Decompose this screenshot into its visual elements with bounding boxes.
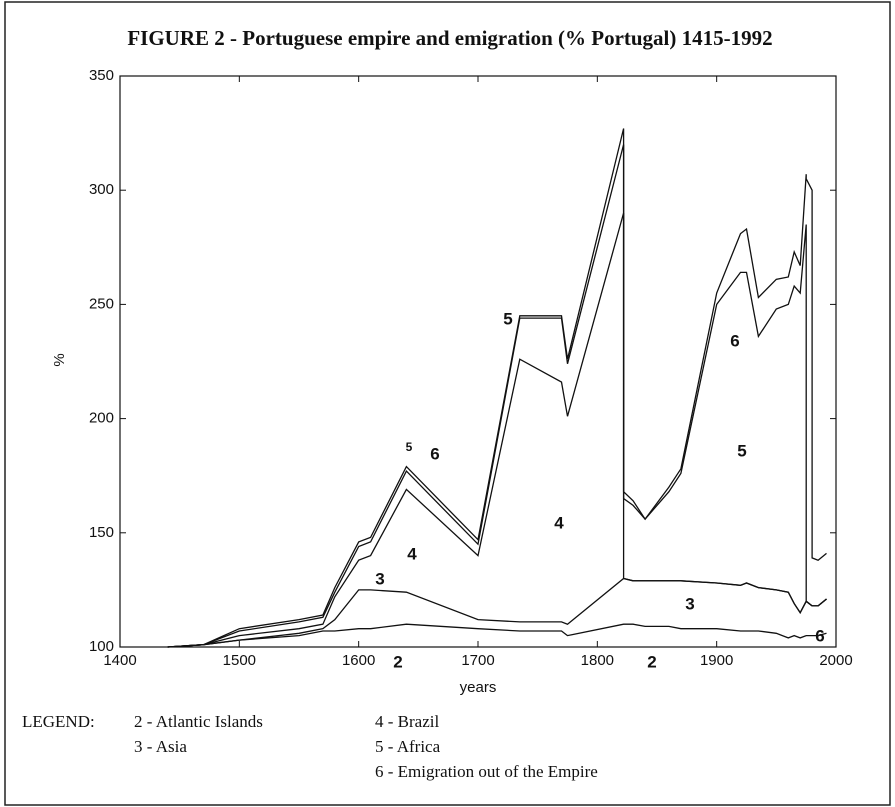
annotation: 3 <box>685 594 694 613</box>
legend-entry: 4 - Brazil <box>375 712 439 731</box>
y-tick-label: 350 <box>89 67 114 84</box>
x-tick-label: 2000 <box>819 652 852 669</box>
legend-entry: 3 - Asia <box>134 737 187 756</box>
annotation: 6 <box>430 444 439 463</box>
legend-entry: 2 - Atlantic Islands <box>134 712 263 731</box>
annotation: 5 <box>503 309 512 328</box>
plot-area <box>119 75 837 648</box>
annotation: 5 <box>406 440 413 454</box>
x-tick-label: 1400 <box>103 652 136 669</box>
annotation: 6 <box>815 626 824 645</box>
frame <box>4 1 891 806</box>
y-tick-label: 250 <box>89 295 114 312</box>
legend-entry: 5 - Africa <box>375 737 441 756</box>
series-line <box>167 577 827 648</box>
annotation: 5 <box>737 441 746 460</box>
x-tick-label: 1700 <box>461 652 494 669</box>
y-tick-label: 200 <box>89 410 114 427</box>
series-line <box>167 128 827 648</box>
annotation: 4 <box>554 513 564 532</box>
y-tick-label: 100 <box>89 638 114 655</box>
annotation: 4 <box>407 544 417 563</box>
x-tick-label: 1800 <box>581 652 614 669</box>
x-tick-label: 1900 <box>700 652 733 669</box>
annotation: 6 <box>730 331 739 350</box>
series-line <box>167 212 827 648</box>
annotation: 2 <box>393 652 402 671</box>
x-tick-label: 1500 <box>223 652 256 669</box>
chart-title: FIGURE 2 - Portuguese empire and emigrat… <box>127 26 772 50</box>
legend-entry: 6 - Emigration out of the Empire <box>375 762 598 781</box>
annotation: 3 <box>375 569 384 588</box>
x-axis-label: years <box>460 679 497 696</box>
legend-title: LEGEND: <box>22 712 95 731</box>
y-tick-label: 150 <box>89 524 114 541</box>
y-axis-label: % <box>51 353 68 366</box>
series-line <box>167 144 827 648</box>
y-tick-label: 300 <box>89 181 114 198</box>
series-line <box>167 623 827 648</box>
annotation: 2 <box>647 652 656 671</box>
x-tick-label: 1600 <box>342 652 375 669</box>
